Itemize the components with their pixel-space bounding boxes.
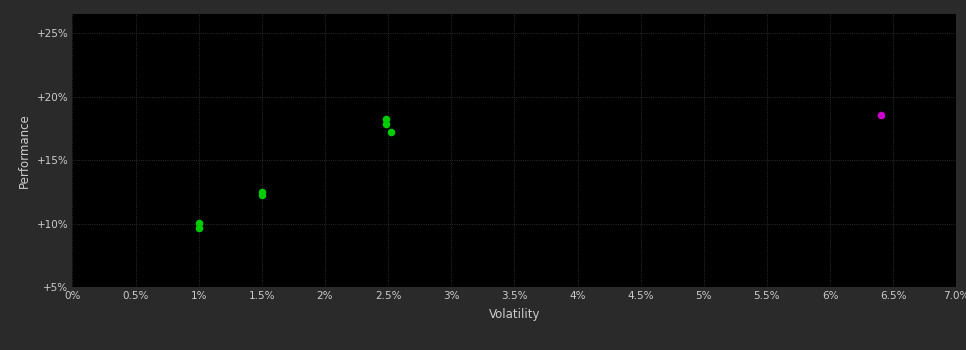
Point: [383, 129, 398, 135]
Point: [191, 220, 207, 226]
Point: [191, 225, 207, 230]
Point: [254, 193, 270, 198]
Point: [254, 189, 270, 194]
Point: [378, 121, 393, 127]
Y-axis label: Performance: Performance: [18, 113, 31, 188]
Point: [378, 117, 393, 122]
Point: [873, 112, 889, 118]
X-axis label: Volatility: Volatility: [489, 308, 540, 321]
